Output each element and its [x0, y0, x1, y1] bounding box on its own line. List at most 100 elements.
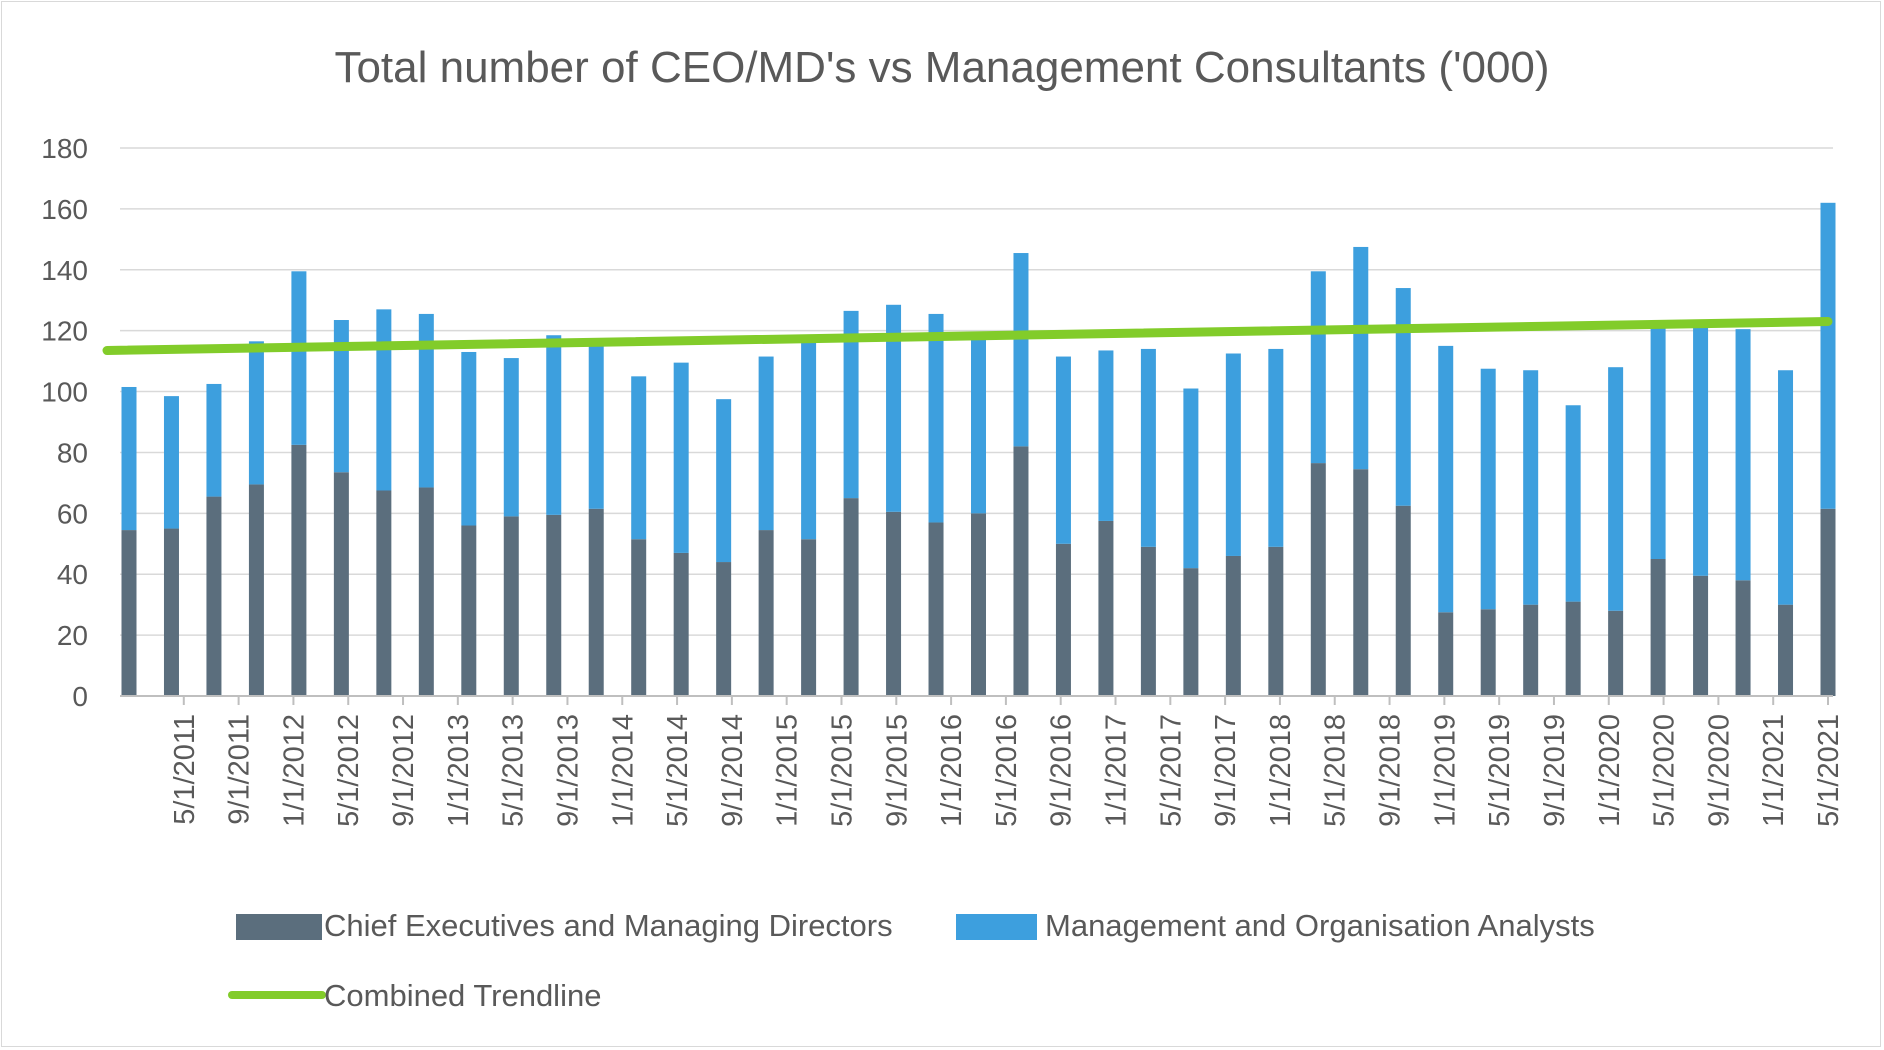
x-axis [120, 695, 1833, 705]
bar-analysts [1395, 288, 1411, 506]
bar-analysts [503, 358, 519, 517]
bar-ceo [503, 516, 519, 696]
bar-analysts [1140, 348, 1156, 547]
bar-ceo [1395, 505, 1411, 696]
bar-ceo [1608, 610, 1624, 696]
bar-ceo [1480, 609, 1496, 696]
y-tick-label: 120 [41, 316, 88, 347]
bar-analysts [758, 356, 774, 531]
y-tick-label: 0 [72, 681, 88, 712]
x-tick-label: 1/1/2017 [1101, 714, 1133, 827]
bar-ceo [461, 525, 477, 696]
bar-analysts [1735, 329, 1751, 581]
x-tick-label: 9/1/2016 [1046, 714, 1078, 827]
trendline-layer [102, 317, 1833, 355]
y-tick-label: 140 [41, 255, 88, 286]
bar-ceo [801, 539, 817, 696]
bar-analysts [1098, 350, 1114, 521]
bar-analysts [163, 396, 179, 529]
bar-ceo [716, 562, 732, 696]
bar-analysts [1268, 348, 1284, 547]
bar-ceo [291, 444, 307, 696]
bar-analysts [1353, 246, 1369, 470]
y-tick-label: 180 [41, 133, 88, 164]
x-tick-label: 5/1/2016 [991, 714, 1023, 827]
y-tick-label: 80 [57, 437, 88, 468]
y-tick-label: 60 [57, 498, 88, 529]
bar-ceo [248, 484, 264, 696]
bar-analysts [376, 309, 392, 491]
x-tick-label: 9/1/2019 [1539, 714, 1571, 827]
bar-ceo [376, 490, 392, 696]
bar-ceo [1055, 543, 1071, 696]
bar-analysts [716, 399, 732, 563]
bars [121, 202, 1836, 696]
bar-ceo [206, 496, 222, 696]
y-tick-label: 160 [41, 194, 88, 225]
bar-analysts [546, 335, 562, 515]
bar-analysts [971, 336, 986, 514]
legend: Chief Executives and Managing Directors … [228, 908, 1595, 1013]
bar-ceo [1098, 520, 1114, 696]
bar-ceo [1353, 469, 1369, 696]
x-tick-label: 5/1/2018 [1320, 714, 1352, 827]
bar-ceo [631, 539, 647, 696]
x-tick-label: 1/1/2012 [278, 714, 310, 827]
x-tick-label: 5/1/2012 [333, 714, 365, 827]
bar-ceo [333, 472, 349, 696]
chart-title: Total number of CEO/MD's vs Management C… [334, 43, 1549, 92]
bar-analysts [588, 341, 604, 509]
x-tick-label: 1/1/2021 [1758, 714, 1790, 827]
x-tick-label: 9/1/2011 [224, 714, 256, 825]
x-tick-label: 5/1/2021 [1813, 714, 1845, 827]
trendline [102, 317, 1833, 355]
bar-ceo [1140, 546, 1156, 696]
x-tick-label: 9/1/2018 [1375, 714, 1407, 827]
bar-analysts [1693, 327, 1709, 576]
x-tick-label: 1/1/2015 [772, 714, 804, 827]
bar-analysts [886, 304, 902, 512]
bar-ceo [1268, 546, 1284, 696]
x-tick-label: 9/1/2013 [552, 714, 584, 827]
bar-ceo [1225, 555, 1241, 696]
bar-analysts [1565, 405, 1581, 602]
x-axis-tick-labels: 5/1/2011 9/1/2011 1/1/2012 5/1/2012 9/1/2012… [169, 714, 1845, 827]
bar-ceo [1820, 508, 1836, 696]
bar-ceo [588, 508, 604, 696]
x-tick-label: 5/1/2013 [498, 714, 530, 827]
bar-ceo [758, 530, 774, 696]
bar-analysts [418, 313, 434, 488]
bar-ceo [928, 522, 944, 696]
y-tick-label: 20 [57, 620, 88, 651]
legend-label-ceo: Chief Executives and Managing Directors [324, 908, 893, 943]
x-tick-label: 9/1/2015 [881, 714, 913, 827]
x-tick-label: 1/1/2019 [1429, 714, 1461, 827]
bar-ceo [1693, 575, 1709, 696]
x-tick-label: 1/1/2018 [1265, 714, 1297, 827]
x-tick-label: 5/1/2017 [1155, 714, 1187, 827]
bar-ceo [1650, 559, 1666, 696]
bar-analysts [1650, 326, 1666, 559]
bar-ceo [673, 552, 689, 696]
x-tick-label: 1/1/2016 [936, 714, 968, 827]
bar-ceo [1438, 612, 1454, 696]
bar-analysts [291, 271, 307, 445]
bar-ceo [163, 528, 179, 696]
x-tick-label: 5/1/2014 [662, 714, 694, 827]
legend-swatch-ceo [236, 914, 322, 940]
bar-ceo [971, 513, 986, 696]
legend-label-analysts: Management and Organisation Analysts [1045, 908, 1595, 943]
bar-analysts [1778, 370, 1794, 605]
bar-analysts [928, 313, 944, 523]
x-tick-label: 9/1/2012 [388, 714, 420, 827]
bar-ceo [843, 498, 859, 696]
bar-ceo [546, 514, 562, 696]
bar-analysts [248, 341, 264, 485]
bar-analysts [1438, 345, 1454, 613]
bar-analysts [1225, 353, 1241, 556]
bar-ceo [418, 487, 434, 696]
bar-analysts [1183, 388, 1199, 569]
bar-analysts [1310, 271, 1326, 464]
bar-analysts [673, 362, 689, 553]
